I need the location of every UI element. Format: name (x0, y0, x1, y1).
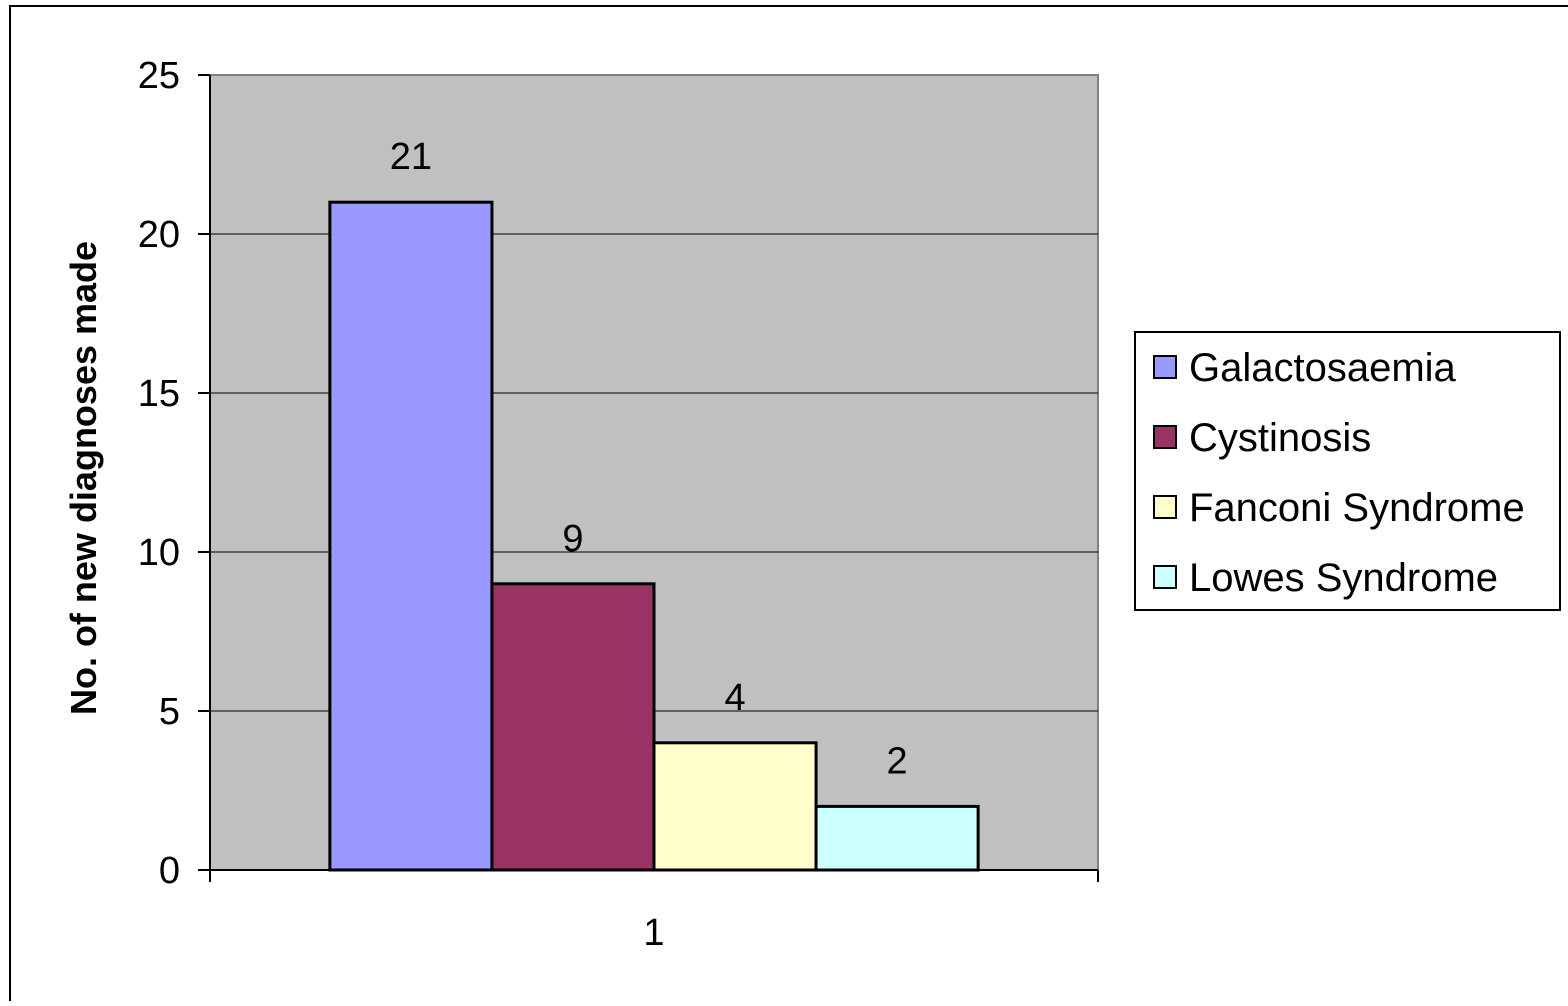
legend: Galactosaemia Cystinosis Fanconi Syndrome L… (1134, 331, 1561, 611)
data-labels: 21 9 4 2 (390, 136, 908, 782)
legend-box (1134, 331, 1561, 611)
y-tick-label: 0 (159, 850, 180, 892)
y-axis-title: No. of new diagnoses made (63, 241, 104, 715)
legend-label-lowes-syndrome: Lowes Syndrome (1189, 556, 1498, 600)
bar-galactosaemia (328, 200, 494, 872)
x-tick-label: 1 (643, 912, 664, 954)
bar-lowes-syndrome (814, 804, 980, 872)
y-tick-label: 10 (138, 532, 180, 574)
bar-cystinosis (490, 582, 656, 872)
bars (328, 200, 980, 872)
bar-fanconi-syndrome (652, 741, 818, 872)
legend-swatch-fanconi-syndrome (1153, 495, 1177, 519)
legend-label-galactosaemia: Galactosaemia (1189, 346, 1457, 390)
data-label-cystinosis: 9 (562, 518, 583, 560)
y-tick-label: 5 (159, 691, 180, 733)
legend-swatch-cystinosis (1153, 425, 1177, 449)
y-tick-label: 15 (138, 373, 180, 415)
y-tick-label: 25 (138, 55, 180, 97)
legend-label-cystinosis: Cystinosis (1189, 416, 1371, 460)
legend-swatch-lowes-syndrome (1153, 565, 1177, 589)
data-label-lowes-syndrome: 2 (887, 740, 908, 782)
data-label-fanconi-syndrome: 4 (724, 677, 745, 719)
legend-label-fanconi-syndrome: Fanconi Syndrome (1189, 486, 1525, 530)
axes: 0 5 10 15 20 25 1 (138, 55, 1099, 954)
y-tick-label: 20 (138, 214, 180, 256)
legend-swatch-galactosaemia (1153, 355, 1177, 379)
data-label-galactosaemia: 21 (390, 136, 432, 178)
